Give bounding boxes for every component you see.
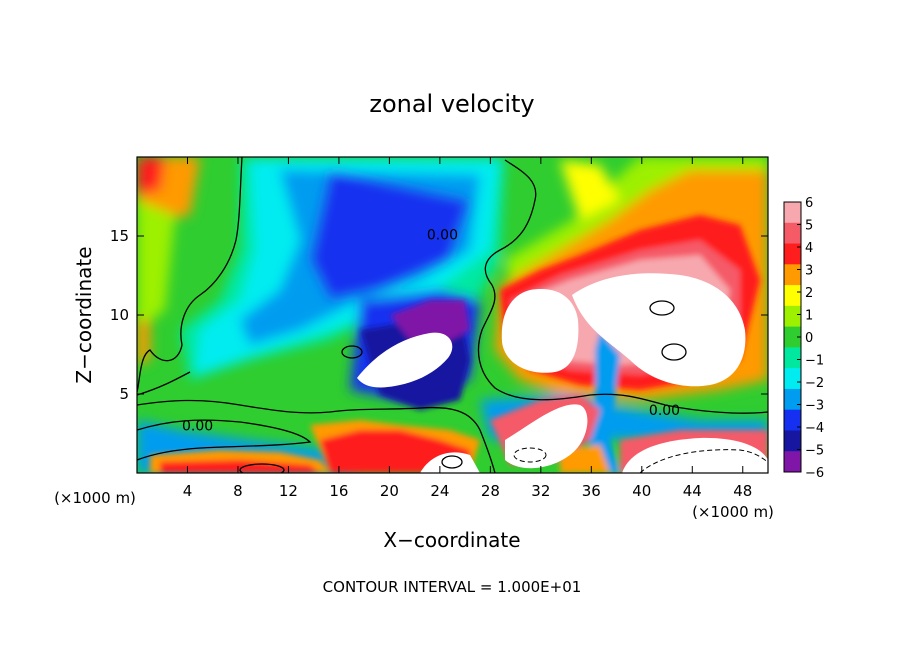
max-region-bottom-right — [622, 437, 768, 473]
contour-ring-2 — [661, 343, 687, 361]
colorbar-label: 3 — [805, 264, 813, 279]
contour-label: 0.00 — [427, 227, 458, 243]
dashed-contour-1 — [639, 449, 768, 473]
zero-contour-edge — [137, 371, 191, 396]
colorbar-swatch — [784, 202, 801, 224]
colorbar-label: −5 — [805, 444, 824, 459]
contour-label: 0.00 — [649, 403, 680, 419]
contour-interval-footer: CONTOUR INTERVAL = 1.000E+01 — [323, 578, 582, 596]
colorbar-label: −6 — [805, 466, 824, 481]
colorbar-swatch — [784, 222, 801, 245]
max-region-bottom — [505, 404, 588, 469]
negative-contours — [513, 447, 768, 473]
x-tick-label: 32 — [531, 482, 550, 500]
colorbar: 6 5 4 3 2 1 0 −1 −2 −3 −4 −5 −6 — [783, 196, 824, 481]
contour-label: 0.00 — [182, 419, 213, 435]
colorbar-swatch — [784, 388, 801, 411]
colorbar-swatch — [784, 264, 801, 286]
min-region — [357, 332, 453, 388]
x-tick-label: 8 — [233, 482, 243, 500]
colorbar-swatch — [784, 347, 801, 369]
contour-ring-1 — [649, 300, 675, 316]
max-region-left — [501, 289, 579, 373]
y-tick-label: 5 — [119, 385, 129, 403]
x-tick-label: 44 — [683, 482, 702, 500]
colorbar-swatch — [784, 305, 801, 328]
zero-contour-left — [137, 157, 243, 393]
colorbar-swatch — [784, 368, 801, 390]
x-tick-label: 28 — [481, 482, 500, 500]
x-tick-label: 48 — [733, 482, 752, 500]
colorbar-label: −2 — [805, 376, 824, 391]
colorbar-swatch — [784, 409, 801, 431]
colorbar-swatch — [784, 285, 801, 307]
x-axis-label: X−coordinate — [383, 528, 520, 552]
colorbar-label: 1 — [805, 309, 813, 324]
x-axis: 4 8 12 16 20 24 28 32 36 40 44 48 — [183, 157, 752, 500]
colorbar-swatch — [784, 451, 801, 473]
x-unit-left: (×1000 m) — [54, 489, 136, 507]
colorbar-swatch — [784, 243, 801, 265]
saturated-regions — [357, 273, 768, 473]
x-tick-label: 36 — [582, 482, 601, 500]
max-region-bottom-mid — [420, 452, 480, 473]
zero-contour-right — [477, 159, 768, 414]
colorbar-swatch — [784, 430, 801, 452]
x-unit-right: (×1000 m) — [692, 503, 774, 521]
colorbar-label: −4 — [805, 421, 824, 436]
zero-contours — [137, 157, 768, 473]
chart-title: zonal velocity — [369, 90, 534, 118]
x-tick-label: 16 — [329, 482, 348, 500]
colorbar-label: 4 — [805, 241, 813, 256]
colorbar-label: 0 — [805, 331, 813, 346]
dashed-contour-2 — [513, 447, 547, 463]
x-tick-label: 4 — [183, 482, 193, 500]
x-tick-label: 20 — [380, 482, 399, 500]
y-tick-label: 15 — [110, 227, 129, 245]
zero-contour-lower — [137, 419, 312, 461]
y-axis-label: Z−coordinate — [72, 246, 96, 383]
contour-labels: 0.00 0.00 0.00 — [182, 227, 680, 435]
colorbar-label: −3 — [805, 399, 824, 414]
colorbar-label: 2 — [805, 286, 813, 301]
y-tick-label: 10 — [110, 306, 129, 324]
colorbar-label: −1 — [805, 354, 824, 369]
contour-ring-3 — [239, 463, 285, 473]
x-tick-label: 40 — [632, 482, 651, 500]
max-region-right — [572, 273, 746, 387]
plot-area: 0.00 0.00 0.00 — [137, 157, 768, 473]
zero-contour-mid — [137, 399, 496, 473]
x-tick-label: 12 — [279, 482, 298, 500]
colorbar-label: 5 — [805, 219, 813, 234]
x-tick-label: 24 — [430, 482, 449, 500]
colorbar-swatch — [784, 326, 801, 348]
y-axis: 5 10 15 — [110, 227, 768, 403]
contour-ring-4 — [441, 455, 463, 469]
colorbar-label: 6 — [805, 196, 813, 211]
zero-contour-island — [341, 345, 363, 359]
